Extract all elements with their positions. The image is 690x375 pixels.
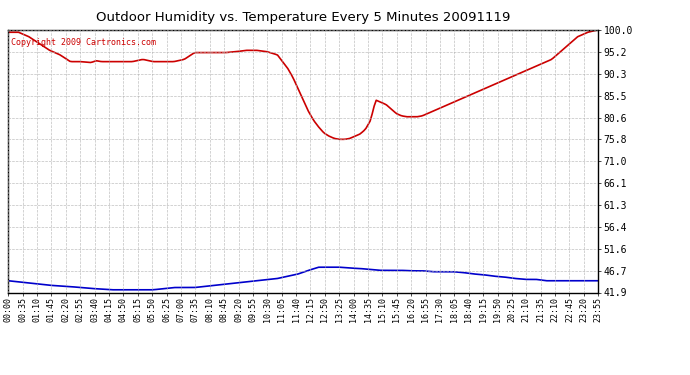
Text: Outdoor Humidity vs. Temperature Every 5 Minutes 20091119: Outdoor Humidity vs. Temperature Every 5… xyxy=(97,11,511,24)
Text: Copyright 2009 Cartronics.com: Copyright 2009 Cartronics.com xyxy=(11,38,156,47)
